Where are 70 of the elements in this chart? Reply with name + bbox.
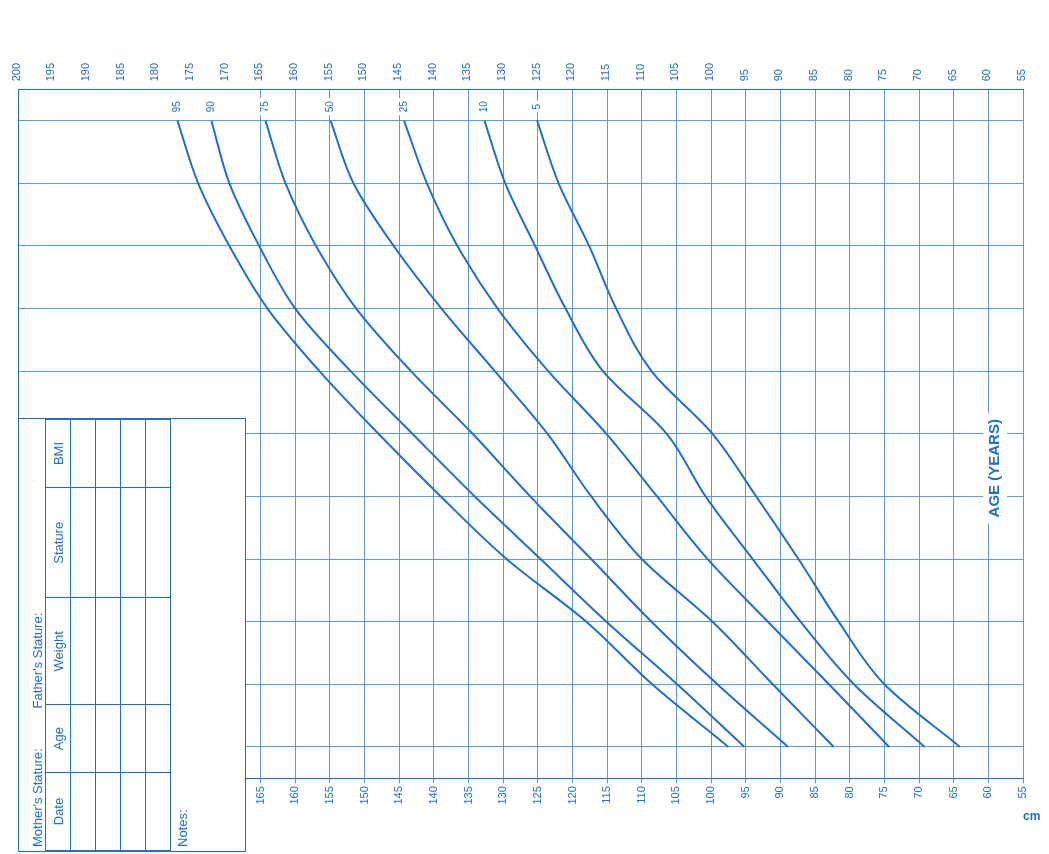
x-tick-label: 100 (704, 786, 717, 805)
x2-tick-label: 180 (148, 62, 161, 82)
x-tick-label: 140 (426, 786, 439, 805)
annotation: Father's Stature: (30, 612, 45, 709)
annotation: Weight (45, 598, 71, 705)
x-tick-label: 70 (912, 786, 925, 799)
x2-tick-label: 110 (633, 63, 646, 82)
y-axis-title: AGE (YEARS) (985, 419, 1003, 518)
x-tick-label: 115 (600, 786, 613, 804)
text: 10 (478, 100, 490, 113)
x2-tick-label: 90 (772, 69, 785, 82)
x-tick-label: 160 (288, 786, 301, 805)
x2-tick-label: 135 (460, 62, 473, 82)
x2-tick-label: 200 (9, 62, 22, 82)
annotation: Stature (45, 487, 71, 598)
x-tick-label: 135 (461, 786, 474, 805)
x2-tick-label: 175 (183, 62, 196, 82)
x2-tick-label: 60 (980, 69, 993, 82)
text: Date (50, 797, 66, 826)
x2-tick-label: 150 (356, 62, 369, 82)
x2-tick-label: 85 (806, 69, 819, 82)
x2-tick-label: 80 (841, 69, 854, 82)
annotation: Age (45, 704, 71, 773)
text: 50 (324, 100, 336, 113)
text: 90 (205, 100, 217, 113)
x-tick-label: 120 (565, 786, 578, 805)
x2-tick-label: 190 (79, 62, 92, 82)
x-tick-label: 55 (1016, 786, 1029, 799)
annotation: BMI (45, 419, 71, 488)
x2-tick-label: 165 (252, 62, 265, 82)
x2-tick-label: 75 (876, 69, 889, 82)
x2-tick-label: 140 (425, 62, 438, 82)
x2-tick-label: 115 (598, 63, 611, 82)
x2-tick-label: 195 (44, 62, 57, 82)
text: 25 (397, 100, 409, 113)
x2-tick-label: 105 (668, 62, 681, 82)
text: Notes: (175, 809, 190, 847)
x-tick-label: 95 (738, 786, 751, 799)
x-tick-label: 60 (981, 786, 994, 799)
x-tick-label: 105 (669, 786, 682, 805)
text: 5 (530, 103, 542, 110)
x-tick-label: 145 (392, 786, 405, 805)
x-tick-label: 75 (877, 786, 890, 799)
x-tick-label: 80 (842, 786, 855, 799)
x-tick-label: 90 (773, 786, 786, 799)
x2-tick-label: 155 (321, 62, 334, 82)
x2-tick-label: 70 (910, 69, 923, 82)
x2-tick-label: 100 (702, 62, 715, 82)
x2-tick-label: 120 (564, 62, 577, 82)
text: 95 (171, 100, 183, 113)
x2-tick-label: 95 (737, 69, 750, 82)
x-axis-title: cm (1023, 809, 1041, 824)
x2-tick-label: 125 (529, 62, 542, 82)
x2-tick-label: 170 (217, 62, 230, 82)
x2-tick-label: 65 (945, 69, 958, 82)
x2-tick-label: 160 (287, 62, 300, 82)
x-tick-label: 130 (496, 786, 509, 805)
x2-tick-label: 55 (1014, 69, 1027, 82)
x-tick-label: 110 (634, 786, 647, 804)
x-tick-label: 150 (357, 786, 370, 805)
annotation: Mother's Stature: (30, 748, 45, 847)
x-tick-label: 85 (808, 786, 821, 799)
x-tick-label: 155 (322, 786, 335, 805)
text: 75 (259, 100, 271, 113)
x2-tick-label: 185 (113, 62, 126, 82)
x-tick-label: 65 (946, 786, 959, 799)
x-tick-label: 125 (530, 786, 543, 805)
x-tick-label: 165 (253, 786, 266, 805)
x2-tick-label: 130 (495, 62, 507, 82)
x2-tick-label: 145 (391, 62, 404, 82)
